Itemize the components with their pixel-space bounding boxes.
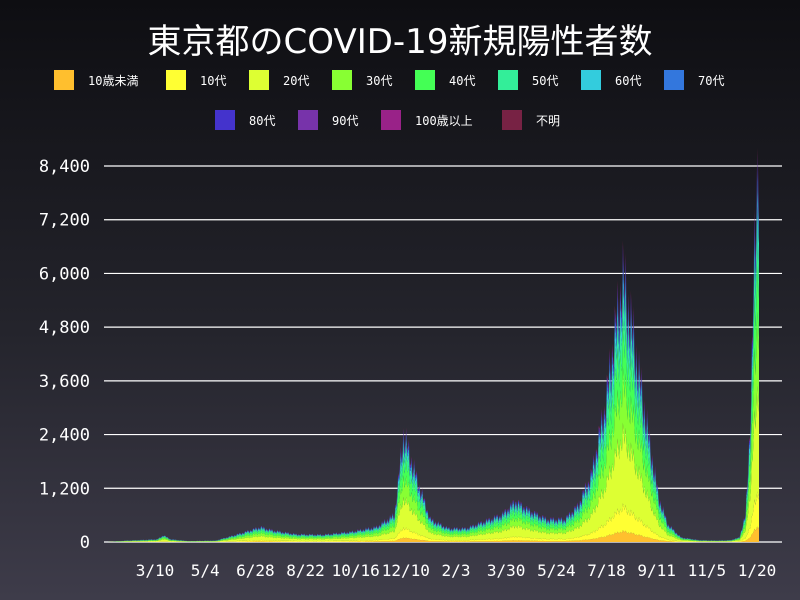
area-series	[108, 206, 759, 542]
x-tick-label: 2/3	[442, 561, 471, 580]
area-series	[108, 249, 759, 542]
area-series	[108, 385, 759, 542]
area-series	[108, 311, 759, 542]
legend-label: 100歳以上	[415, 113, 473, 128]
legend-item: 100歳以上	[381, 108, 473, 132]
legend-swatch	[298, 110, 318, 130]
x-tick-label: 10/16	[332, 561, 380, 580]
legend-swatch	[215, 110, 235, 130]
legend-item: 30代	[332, 68, 392, 92]
legend-item: 10歳未満	[54, 68, 138, 92]
legend-item: 40代	[415, 68, 475, 92]
legend-item: 60代	[581, 68, 641, 92]
chart-title: 東京都のCOVID-19新規陽性者数	[147, 22, 653, 62]
x-tick-label: 12/10	[382, 561, 430, 580]
y-tick-label: 2,400	[39, 426, 90, 446]
legend-label: 20代	[283, 73, 310, 88]
x-tick-label: 3/10	[136, 561, 175, 580]
legend-swatch	[498, 70, 518, 90]
x-tick-label: 8/22	[286, 561, 325, 580]
y-tick-label: 6,000	[39, 264, 90, 284]
legend-label: 50代	[532, 73, 559, 88]
legend-swatch	[166, 70, 186, 90]
x-tick-label: 6/28	[236, 561, 275, 580]
y-axis: 0 1,200 2,400 3,600 4,800 6,000 7,200 8,400	[39, 157, 90, 553]
x-tick-label: 11/5	[688, 561, 727, 580]
legend-item: 不明	[502, 108, 560, 132]
legend-label: 60代	[615, 73, 642, 88]
area-series	[108, 491, 759, 542]
grid-lines	[104, 165, 782, 543]
legend-label: 不明	[536, 113, 561, 128]
y-tick-label: 0	[80, 533, 90, 553]
legend-swatch	[581, 70, 601, 90]
x-tick-label: 3/30	[487, 561, 526, 580]
y-tick-label: 7,200	[39, 211, 90, 231]
area-series	[108, 151, 759, 542]
legend-swatch	[249, 70, 269, 90]
legend-swatch	[664, 70, 684, 90]
legend-label: 90代	[332, 113, 359, 128]
legend: 10歳未満 10代 20代 30代 40代 50代 60代 70代 80代 90…	[0, 66, 800, 140]
legend-label: 30代	[366, 73, 393, 88]
legend-label: 70代	[698, 73, 725, 88]
stacked-areas	[108, 147, 759, 543]
y-tick-label: 3,600	[39, 372, 90, 392]
x-tick-label: 7/18	[587, 561, 626, 580]
legend-swatch	[415, 70, 435, 90]
legend-item: 80代	[215, 108, 275, 132]
legend-item: 10代	[166, 68, 226, 92]
legend-label: 10歳未満	[88, 73, 139, 88]
x-axis: 3/10 5/4 6/28 8/22 10/16 12/10 2/3 3/30 5/24 7/18…	[136, 561, 777, 580]
area-series	[108, 152, 759, 542]
x-tick-label: 1/20	[738, 561, 777, 580]
legend-swatch	[332, 70, 352, 90]
y-tick-label: 4,800	[39, 318, 90, 338]
legend-swatch	[54, 70, 74, 90]
x-tick-label: 5/24	[537, 561, 576, 580]
area-series	[108, 167, 759, 542]
legend-swatch	[502, 110, 522, 130]
area-series	[108, 157, 759, 543]
legend-item: 20代	[249, 68, 309, 92]
x-tick-label: 5/4	[191, 561, 220, 580]
legend-item: 70代	[664, 68, 724, 92]
legend-label: 40代	[449, 73, 476, 88]
legend-item: 90代	[298, 108, 358, 132]
y-tick-label: 1,200	[39, 479, 90, 499]
legend-label: 10代	[200, 73, 227, 88]
legend-item: 50代	[498, 68, 558, 92]
area-series	[108, 147, 759, 542]
y-tick-label: 8,400	[39, 157, 90, 177]
legend-label: 80代	[249, 113, 276, 128]
x-tick-label: 9/11	[637, 561, 676, 580]
area-series	[108, 526, 759, 542]
legend-swatch	[381, 110, 401, 130]
